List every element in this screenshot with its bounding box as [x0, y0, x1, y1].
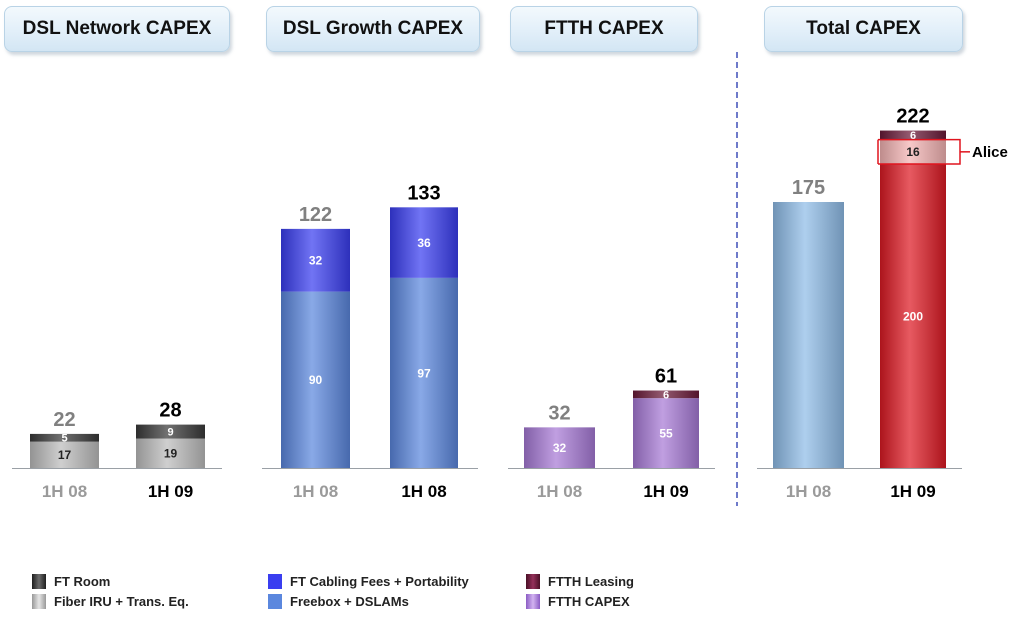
segment-label: 32: [309, 254, 323, 268]
legend-swatch-ft-cabling: [268, 574, 282, 589]
x-tick-label: 1H 09: [148, 482, 193, 501]
segment-label: 90: [309, 373, 323, 387]
legend-item-ft-cabling: FT Cabling Fees + Portability: [268, 574, 469, 589]
segment-label: 9: [167, 427, 173, 439]
legend-swatch-ftth-leasing: [526, 574, 540, 589]
x-tick-label: 1H 09: [890, 482, 935, 501]
legend-label-ft-cabling: FT Cabling Fees + Portability: [290, 574, 469, 589]
total-label: 122: [299, 204, 332, 226]
legend-label-ftth-capex: FTTH CAPEX: [548, 594, 630, 609]
total-label: 222: [896, 106, 929, 128]
legend-swatch-freebox: [268, 594, 282, 609]
bar-segment: [880, 139, 946, 164]
legend-label-fiber-iru: Fiber IRU + Trans. Eq.: [54, 594, 189, 609]
bar-segment: [136, 438, 205, 468]
panel-title-total: Total CAPEX: [764, 6, 963, 52]
x-tick-label: 1H 08: [786, 482, 831, 501]
bar-segment: [390, 277, 458, 468]
total-label: 61: [655, 366, 677, 388]
legend-label-ft-room: FT Room: [54, 574, 111, 589]
panel-title-dsl-growth: DSL Growth CAPEX: [266, 6, 480, 52]
legend-swatch-fiber-iru: [32, 594, 46, 609]
bar-segment: [390, 207, 458, 278]
bar-segment: [30, 441, 99, 468]
legend-item-fiber-iru: Fiber IRU + Trans. Eq.: [32, 594, 189, 609]
total-label: 22: [53, 409, 75, 431]
x-tick-label: 1H 08: [293, 482, 338, 501]
bar-segment: [524, 427, 595, 468]
segment-label: 19: [164, 447, 178, 461]
legend-item-freebox: Freebox + DSLAMs: [268, 594, 409, 609]
segment-label: 5: [61, 433, 67, 445]
bar-segment: [633, 390, 699, 399]
bar-segment: [773, 202, 844, 468]
legend-item-ft-room: FT Room: [32, 574, 110, 589]
bar-segment: [281, 228, 350, 292]
segment-label: 17: [58, 448, 72, 462]
x-tick-label: 1H 09: [643, 482, 688, 501]
panel-title-dsl-network: DSL Network CAPEX: [4, 6, 230, 52]
bar-segment: [30, 433, 99, 442]
legend-label-ftth-leasing: FTTH Leasing: [548, 574, 634, 589]
total-label: 32: [548, 402, 570, 424]
legend-item-ftth-capex: FTTH CAPEX: [526, 594, 630, 609]
segment-label: 16: [906, 145, 920, 159]
legend-swatch-ft-room: [32, 574, 46, 589]
segment-label: 200: [903, 309, 923, 323]
x-tick-label: 1H 08: [537, 482, 582, 501]
legend-label-freebox: Freebox + DSLAMs: [290, 594, 409, 609]
bar-segment: [281, 291, 350, 468]
legend-swatch-ftth-capex: [526, 594, 540, 609]
total-label: 133: [407, 182, 440, 204]
segment-label: 6: [910, 130, 916, 142]
bar-segment: [136, 424, 205, 439]
panel-title-ftth: FTTH CAPEX: [510, 6, 698, 52]
legend-item-ftth-leasing: FTTH Leasing: [526, 574, 634, 589]
segment-label: 6: [663, 389, 669, 401]
bar-segment: [880, 130, 946, 140]
total-label: 175: [792, 177, 825, 199]
segment-label: 32: [553, 441, 567, 455]
alice-annotation: Alice: [972, 144, 1008, 161]
total-label: 28: [159, 400, 181, 422]
bar-segment: [633, 398, 699, 468]
x-tick-label: 1H 08: [401, 482, 446, 501]
segment-label: 36: [417, 236, 431, 250]
segment-label: 55: [659, 426, 673, 440]
segment-label: 97: [417, 366, 431, 380]
x-tick-label: 1H 08: [42, 482, 87, 501]
bar-segment: [880, 164, 946, 468]
